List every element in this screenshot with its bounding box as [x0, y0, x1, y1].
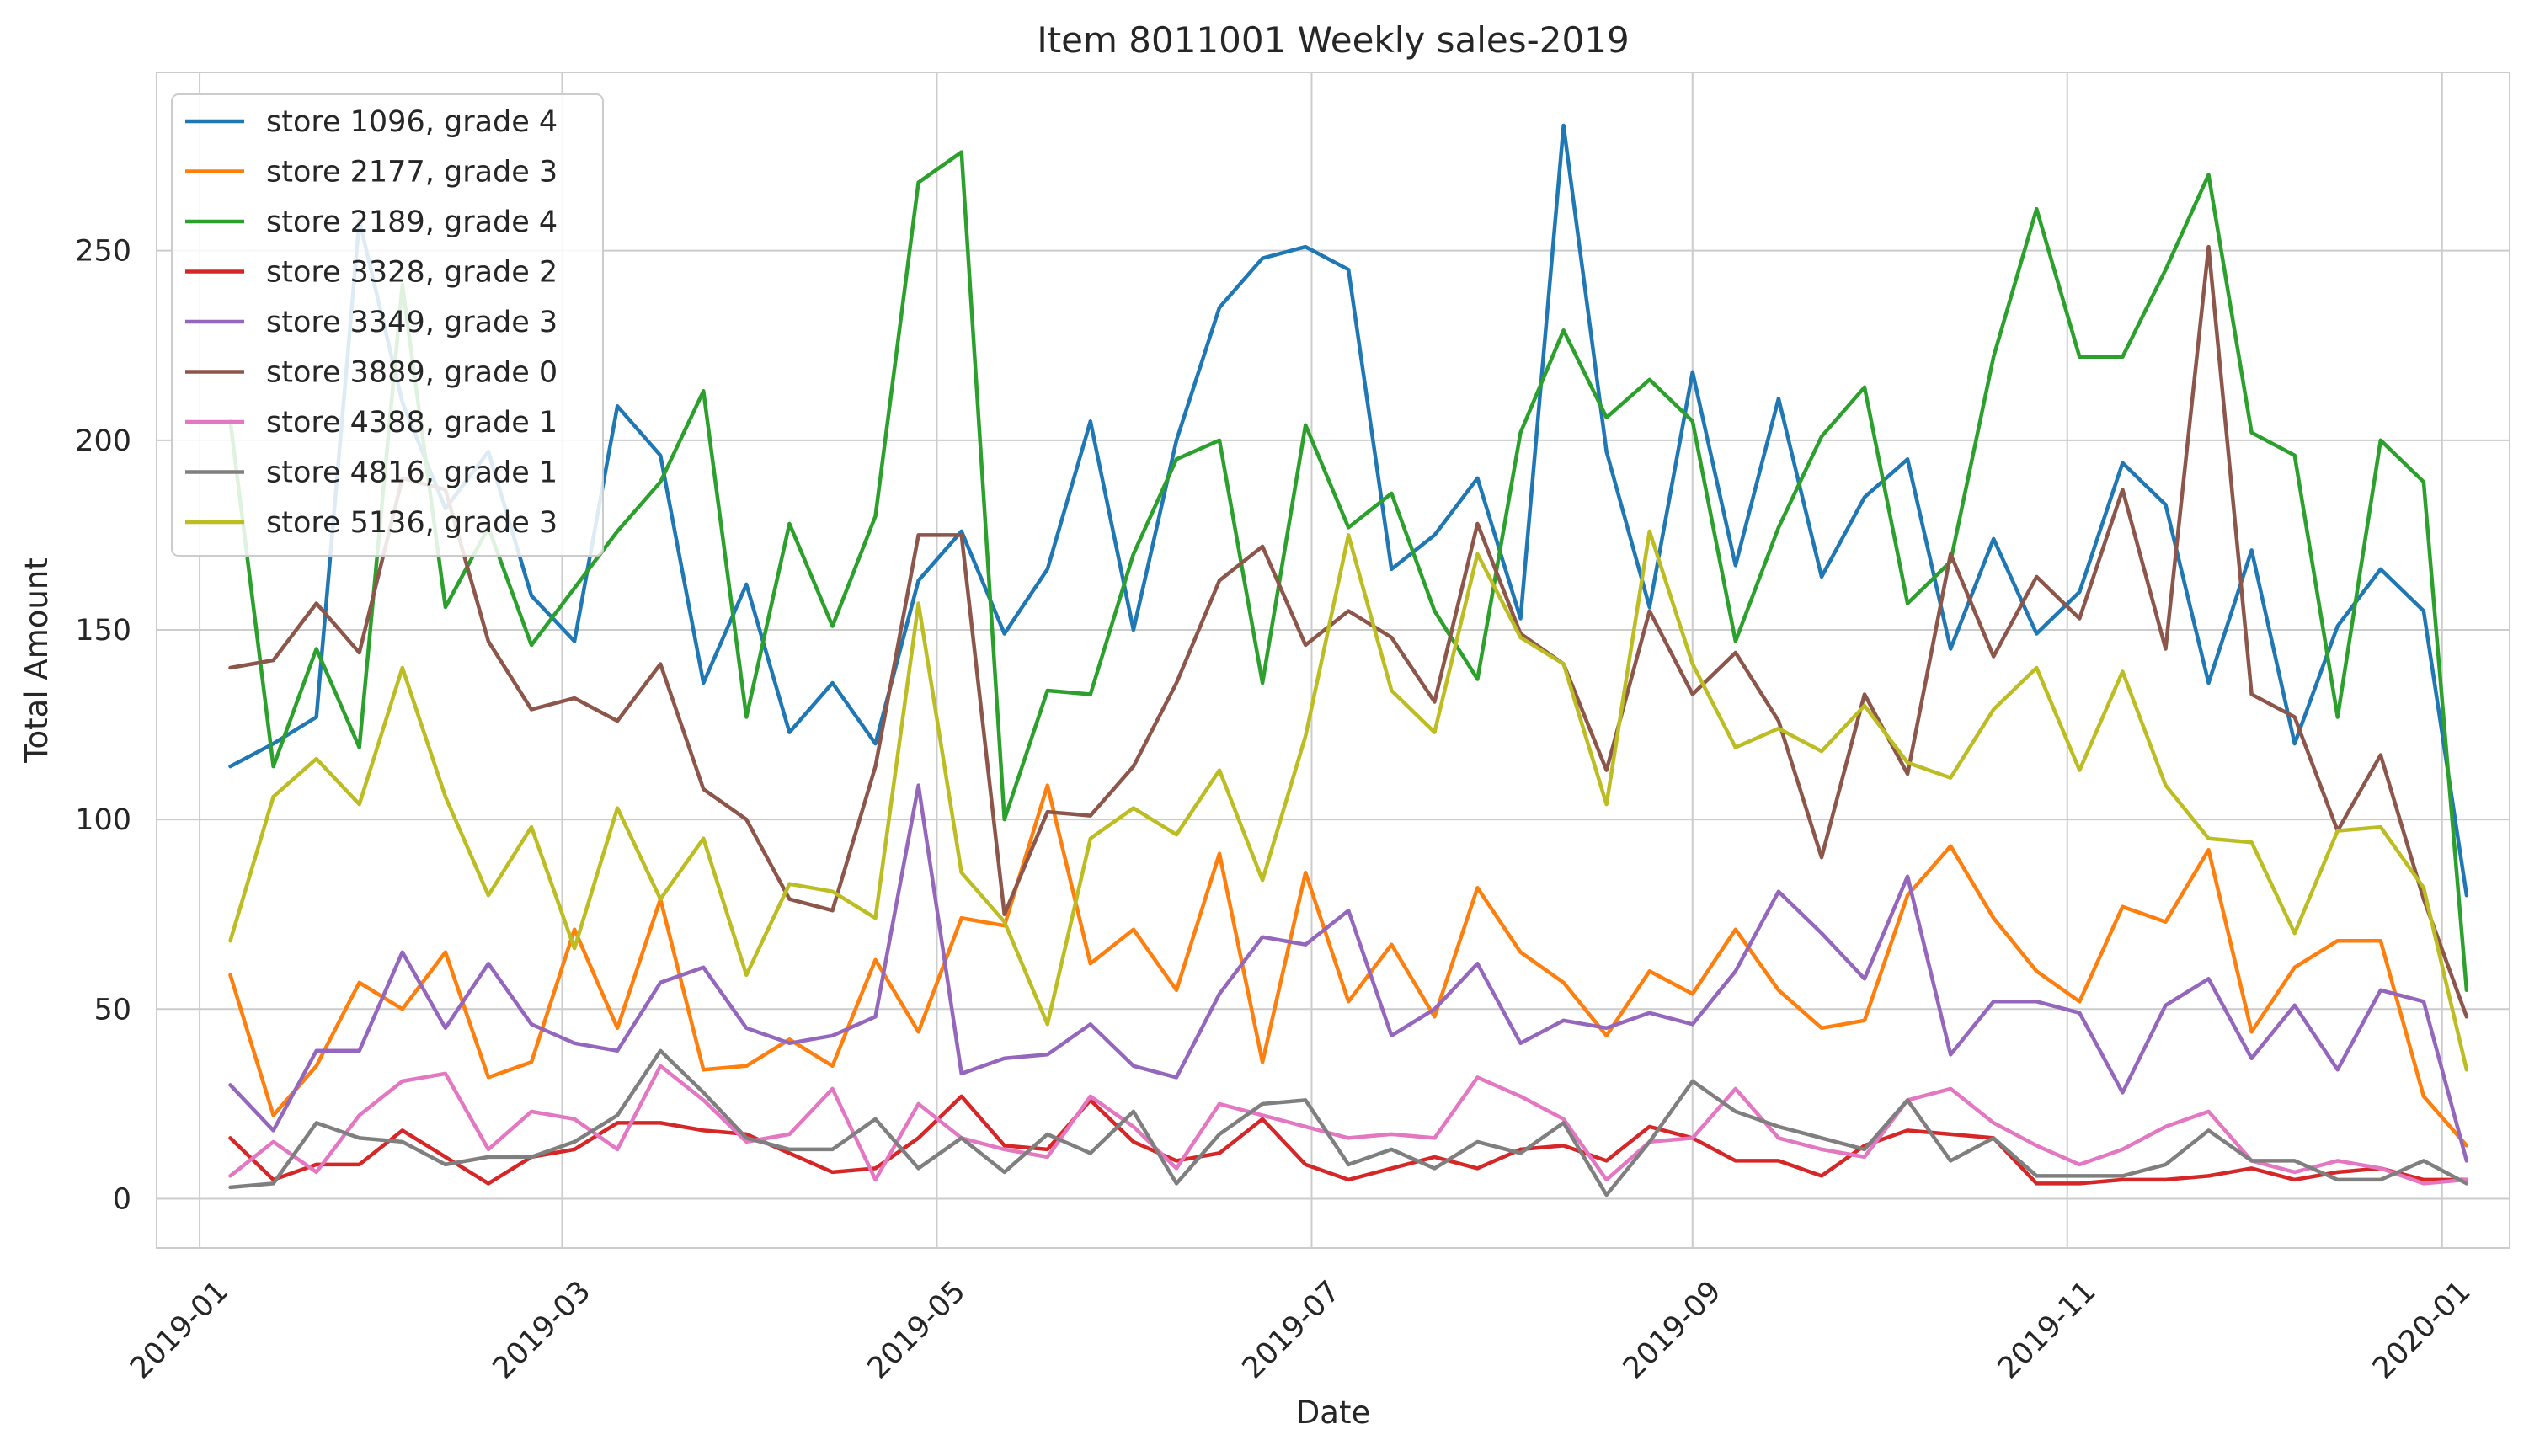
legend-label: store 2189, grade 4 [266, 205, 558, 239]
legend-label: store 3328, grade 2 [266, 256, 558, 290]
y-axis-label: Total Amount [19, 557, 55, 764]
series-line-5 [228, 783, 2469, 1163]
y-tick-label: 150 [75, 614, 131, 648]
y-tick-label: 100 [75, 803, 131, 837]
series-line-4 [228, 1094, 2469, 1186]
legend-label: store 1096, grade 4 [266, 105, 558, 139]
series-line-2 [228, 783, 2469, 1148]
legend-label: store 4816, grade 1 [266, 456, 558, 490]
legend-label: store 3349, grade 3 [266, 306, 558, 339]
legend-label: store 5136, grade 3 [266, 506, 558, 540]
legend: store 1096, grade 4 store 2177, grade 3 st… [171, 93, 604, 557]
legend-label: store 2177, grade 3 [266, 156, 558, 189]
series-line-7 [228, 1064, 2469, 1186]
y-tick-label: 200 [75, 424, 131, 458]
chart-title: Item 8011001 Weekly sales-2019 [1037, 19, 1629, 61]
series-line-8 [228, 1048, 2469, 1197]
y-tick-label: 50 [93, 993, 131, 1027]
series-line-6 [228, 244, 2469, 1019]
legend-label: store 3889, grade 0 [266, 356, 558, 390]
plot-frame [156, 72, 2510, 1249]
legend-box [171, 93, 604, 557]
series-line-9 [228, 529, 2469, 1072]
legend-label: store 4388, grade 1 [266, 406, 558, 440]
y-tick-label: 250 [75, 235, 131, 269]
x-axis-label: Date [1296, 1395, 1370, 1431]
y-tick-label: 0 [113, 1182, 131, 1216]
